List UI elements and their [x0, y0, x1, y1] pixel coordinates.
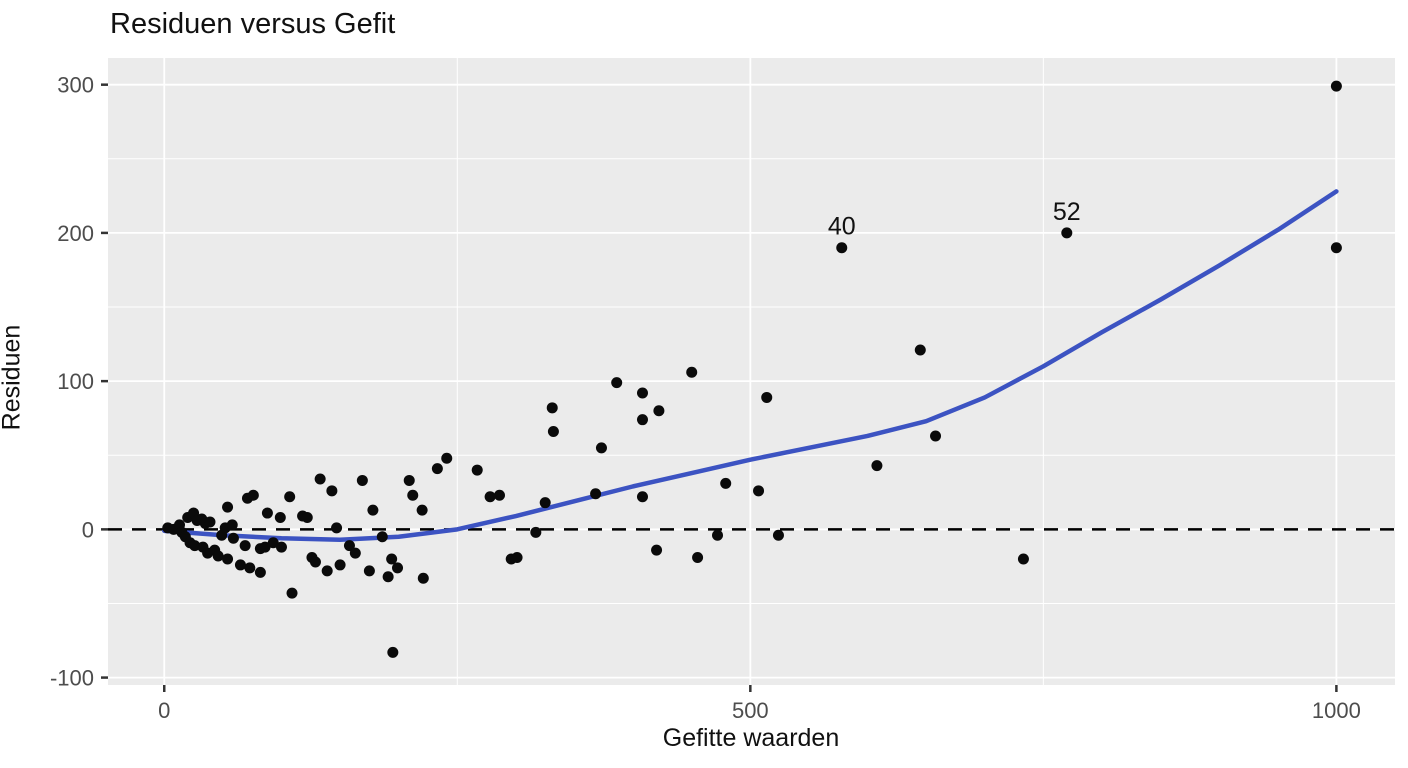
data-point [692, 552, 704, 564]
data-point [387, 646, 399, 658]
data-point [392, 562, 404, 574]
data-point [222, 553, 234, 565]
data-point [376, 531, 388, 543]
point-label: 52 [1053, 198, 1081, 226]
data-point [772, 529, 784, 541]
x-tick-label: 500 [732, 698, 769, 723]
data-point [546, 402, 558, 414]
data-point [244, 562, 256, 574]
data-point [651, 544, 663, 556]
data-point [259, 541, 271, 553]
data-point [636, 414, 648, 426]
data-point [636, 491, 648, 503]
data-point [417, 572, 429, 584]
data-point [431, 463, 443, 475]
data-point [212, 550, 224, 562]
chart-title: Residuen versus Gefit [110, 8, 396, 40]
data-point [309, 556, 321, 568]
data-point [286, 587, 298, 599]
data-point [367, 504, 379, 516]
data-point [321, 565, 333, 577]
data-point [761, 391, 773, 403]
data-point [239, 540, 251, 552]
data-point [653, 405, 665, 417]
y-tick-label: 100 [57, 369, 94, 394]
data-point [343, 540, 355, 552]
data-point [301, 512, 313, 524]
smoother-line [162, 189, 1339, 542]
data-point [275, 541, 287, 553]
data-point [493, 489, 505, 501]
data-point [914, 344, 926, 356]
data-point [247, 489, 259, 501]
y-tick-label: 0 [82, 517, 94, 542]
data-point [720, 477, 732, 489]
data-point [356, 474, 368, 486]
data-point [636, 387, 648, 399]
data-point [836, 242, 848, 254]
data-point [284, 491, 296, 503]
y-tick-label: 300 [57, 73, 94, 98]
x-tick-label: 0 [158, 698, 170, 723]
data-point [334, 559, 346, 571]
data-point [382, 571, 394, 583]
data-point [274, 512, 286, 524]
data-point [471, 464, 483, 476]
data-point [441, 452, 453, 464]
data-point [595, 442, 607, 454]
data-point [1061, 227, 1073, 239]
data-point [326, 485, 338, 497]
data-point [484, 491, 496, 503]
data-point [314, 473, 326, 485]
data-point [386, 553, 398, 565]
y-tick-label: -100 [50, 666, 94, 691]
data-point [1330, 242, 1342, 254]
data-point [331, 522, 343, 534]
data-point [530, 526, 542, 538]
data-point [511, 552, 523, 564]
plot-panel [108, 58, 1395, 685]
data-point [349, 547, 361, 559]
x-axis-title: Gefitte waarden [662, 724, 840, 752]
data-point [753, 485, 765, 497]
data-point [222, 501, 234, 513]
data-point [261, 507, 273, 519]
x-tick-label: 1000 [1312, 698, 1361, 723]
data-point [611, 377, 623, 389]
data-point [539, 497, 551, 509]
y-tick-label: 200 [57, 221, 94, 246]
data-point [363, 565, 375, 577]
data-point [590, 488, 602, 500]
data-point [686, 366, 698, 378]
data-point [226, 519, 238, 531]
data-point [267, 537, 279, 549]
data-point [234, 559, 246, 571]
data-point [403, 474, 415, 486]
data-point [547, 426, 559, 438]
data-point [204, 516, 216, 528]
data-point [1330, 80, 1342, 92]
data-point [254, 566, 266, 578]
data-point [407, 489, 419, 501]
data-point [930, 430, 942, 442]
data-point [871, 460, 883, 472]
data-point [712, 529, 724, 541]
data-point [416, 504, 428, 516]
data-point [189, 540, 201, 552]
data-point [1017, 553, 1029, 565]
data-point [227, 532, 239, 544]
point-label: 40 [828, 213, 856, 241]
